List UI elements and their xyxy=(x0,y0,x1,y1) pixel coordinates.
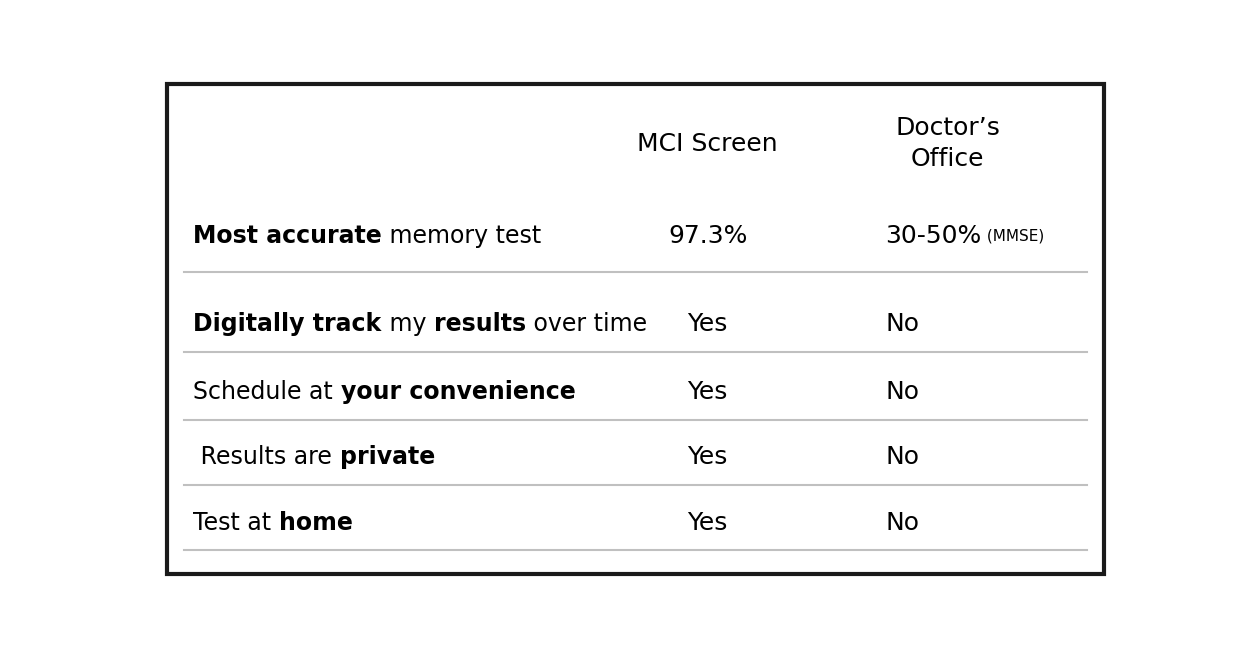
Text: No: No xyxy=(885,445,919,469)
Text: 97.3%: 97.3% xyxy=(668,224,748,248)
Text: home: home xyxy=(279,511,353,535)
Text: memory test: memory test xyxy=(382,224,542,248)
Text: Schedule at: Schedule at xyxy=(193,380,341,404)
Text: Doctor’s
Office: Doctor’s Office xyxy=(895,115,1001,171)
Text: MCI Screen: MCI Screen xyxy=(637,132,777,156)
Text: private: private xyxy=(340,445,435,469)
Text: Yes: Yes xyxy=(687,312,728,336)
Text: your convenience: your convenience xyxy=(341,380,575,404)
Text: Results are: Results are xyxy=(193,445,340,469)
Text: No: No xyxy=(885,380,919,404)
Text: over time: over time xyxy=(526,312,647,336)
Text: Yes: Yes xyxy=(687,445,728,469)
Text: Yes: Yes xyxy=(687,511,728,535)
Text: results: results xyxy=(434,312,526,336)
Text: No: No xyxy=(885,511,919,535)
Text: No: No xyxy=(885,312,919,336)
Text: Most accurate: Most accurate xyxy=(193,224,382,248)
Text: Digitally track: Digitally track xyxy=(193,312,382,336)
Text: 30-50%: 30-50% xyxy=(885,224,982,248)
Text: my: my xyxy=(382,312,434,336)
Text: (MMSE): (MMSE) xyxy=(982,229,1044,244)
Text: Test at: Test at xyxy=(193,511,279,535)
Text: Yes: Yes xyxy=(687,380,728,404)
